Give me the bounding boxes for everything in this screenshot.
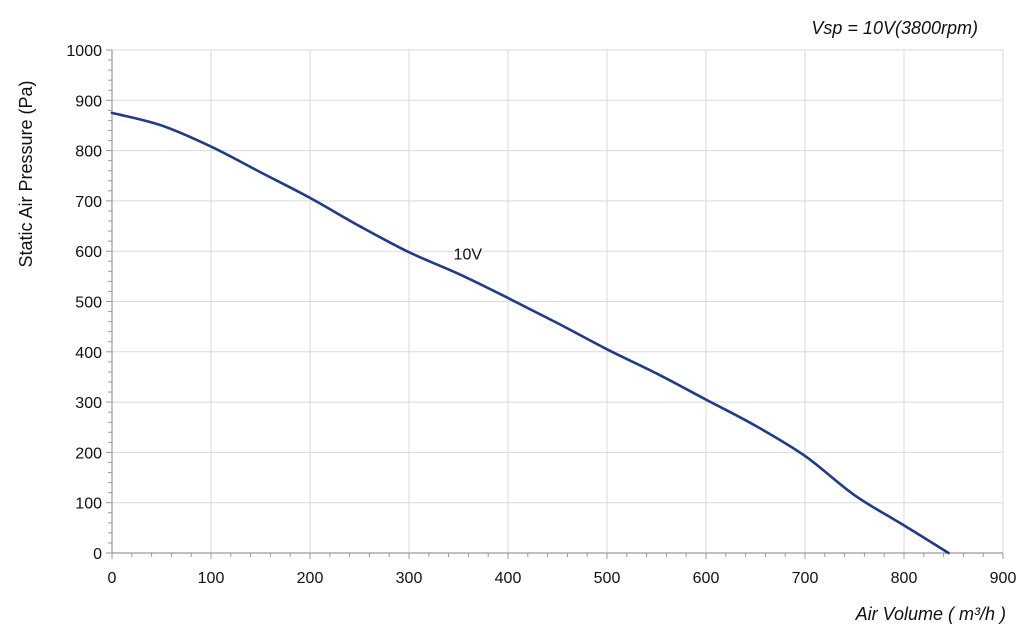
x-tick-label: 800 <box>891 570 918 587</box>
x-tick-label: 100 <box>198 570 225 587</box>
condition-label: Vsp = 10V(3800rpm) <box>811 18 978 38</box>
y-tick-label: 200 <box>75 445 102 462</box>
x-tick-label: 700 <box>792 570 819 587</box>
y-tick-label: 400 <box>75 345 102 362</box>
x-tick-label: 500 <box>594 570 621 587</box>
axes <box>111 50 1003 554</box>
series-layer: 10V <box>110 111 950 555</box>
y-tick-label: 300 <box>75 395 102 412</box>
x-tick-label: 200 <box>297 570 324 587</box>
y-tick-label: 700 <box>75 194 102 211</box>
series-label-10v: 10V <box>454 246 483 263</box>
y-tick-label: 600 <box>75 244 102 261</box>
x-tick-label: 400 <box>495 570 522 587</box>
y-tick-label: 500 <box>75 295 102 312</box>
x-tick-label: 300 <box>396 570 423 587</box>
y-tick-label: 800 <box>75 144 102 161</box>
y-tick-label: 1000 <box>66 43 102 60</box>
y-tick-label: 100 <box>75 496 102 513</box>
x-tick-labels: 0 100 200 300 400 500 600 700 800 900 <box>108 570 1017 587</box>
y-tick-label: 0 <box>93 546 102 563</box>
y-tick-labels: 0 100 200 300 400 500 600 700 800 900 1000 <box>66 43 102 563</box>
grid <box>112 49 1004 553</box>
y-tick-label: 900 <box>75 93 102 110</box>
x-tick-label: 900 <box>990 570 1017 587</box>
minor-ticks <box>106 49 1004 559</box>
x-tick-label: 0 <box>108 570 117 587</box>
series-line-10v <box>110 111 950 555</box>
y-axis-title: Static Air Pressure (Pa) <box>16 80 36 267</box>
x-tick-label: 600 <box>693 570 720 587</box>
x-axis-title: Air Volume ( m³/h ) <box>855 604 1006 624</box>
